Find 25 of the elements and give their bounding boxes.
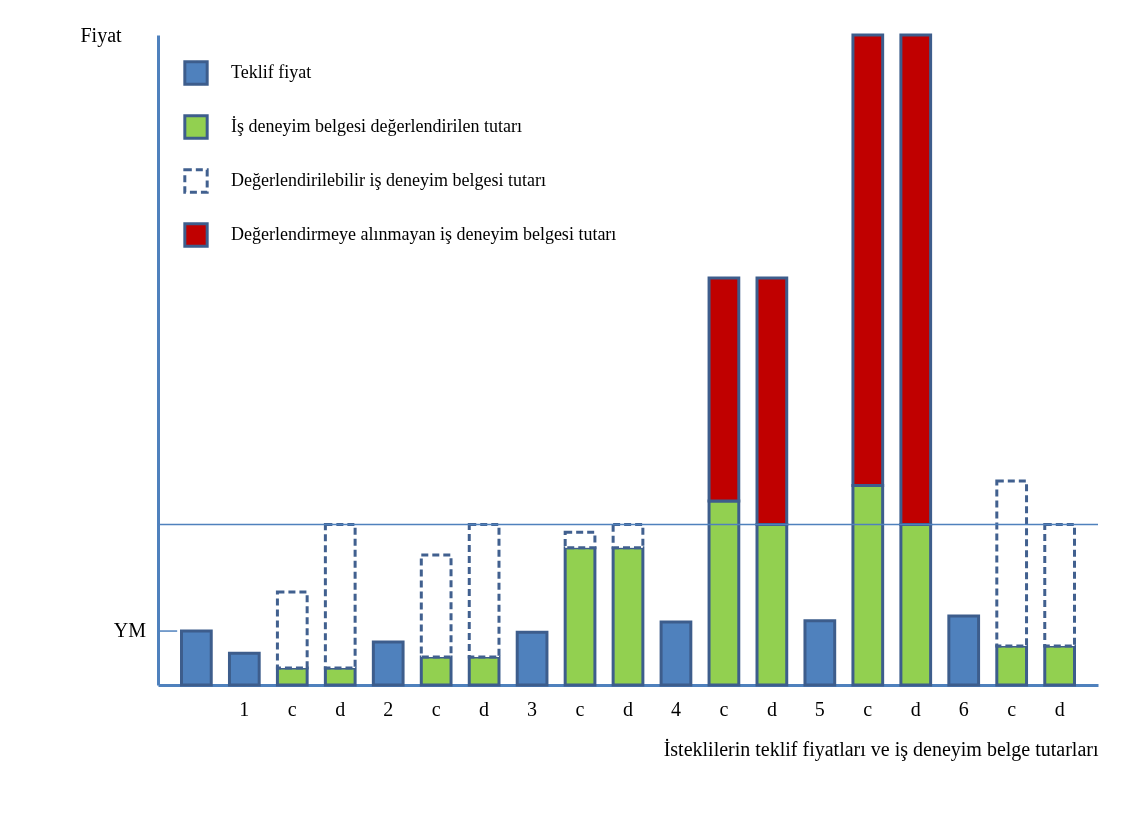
- x-tick-label: d: [335, 697, 346, 720]
- x-tick-label: c: [431, 697, 441, 720]
- x-tick-label: c: [1007, 697, 1017, 720]
- x-tick-label: 3: [527, 697, 538, 720]
- x-tick-label: c: [287, 697, 297, 720]
- legend-label: Teklif fiyat: [231, 62, 312, 82]
- x-tick-label: c: [863, 697, 873, 720]
- x-tick-label: 6: [958, 697, 969, 720]
- x-tick-label: c: [719, 697, 729, 720]
- y-axis-title: Fiyat: [80, 23, 123, 47]
- x-tick-label: d: [766, 697, 777, 720]
- legend-label: Değerlendirmeye alınmayan iş deneyim belgesi tutarı: [231, 224, 617, 244]
- x-tick-label: d: [479, 697, 490, 720]
- x-tick-label: d: [910, 697, 921, 720]
- x-tick-label: 4: [670, 697, 681, 720]
- x-tick-label: 5: [814, 697, 825, 720]
- x-tick-label: c: [575, 697, 585, 720]
- legend-label: İş deneyim belgesi değerlendirilen tutarı: [231, 116, 522, 136]
- x-tick-label: 1: [239, 697, 250, 720]
- x-tick-label: 2: [383, 697, 394, 720]
- legend-label: Değerlendirilebilir iş deneyim belgesi tutarı: [231, 170, 546, 190]
- x-tick-label: d: [623, 697, 633, 720]
- x-tick-label: d: [1054, 697, 1065, 720]
- x-axis-title: İsteklilerin teklif fiyatları ve iş deneyim belge tutarları: [663, 737, 1099, 761]
- ref-line-label: YM: [113, 619, 147, 642]
